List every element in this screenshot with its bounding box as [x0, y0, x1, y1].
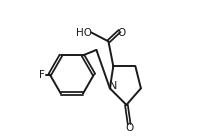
Text: O: O: [125, 123, 133, 133]
Text: HO: HO: [76, 28, 92, 38]
Text: N: N: [109, 81, 117, 91]
Text: O: O: [117, 28, 126, 38]
Text: F: F: [39, 70, 45, 79]
